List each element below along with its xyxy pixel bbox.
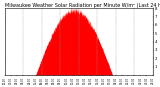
- Text: Milwaukee Weather Solar Radiation per Minute W/m² (Last 24 Hours): Milwaukee Weather Solar Radiation per Mi…: [5, 3, 160, 8]
